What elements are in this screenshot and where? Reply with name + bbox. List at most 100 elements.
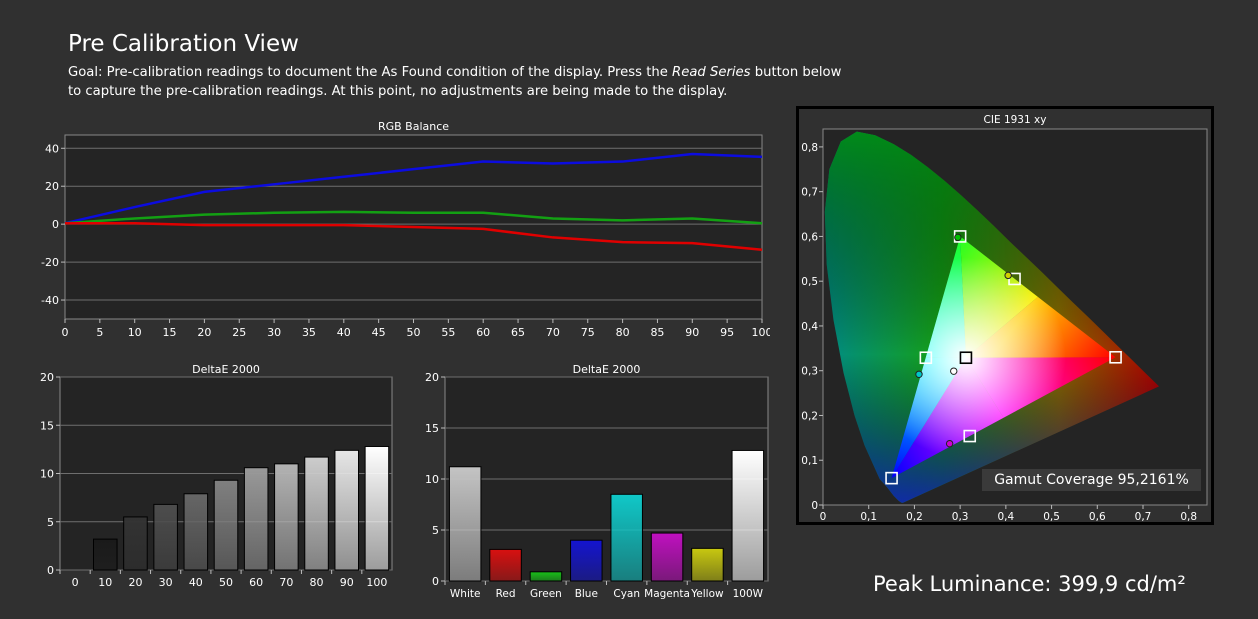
gray-x-tick-label: 80 xyxy=(310,576,324,589)
color-chart-title: DeltaE 2000 xyxy=(573,363,641,376)
color-x-tick-label: Green xyxy=(530,588,562,600)
cie-y-tick-label: 0,6 xyxy=(801,231,818,243)
cie-y-tick-label: 0,3 xyxy=(801,366,818,378)
rgb-y-tick-label: -20 xyxy=(41,256,59,269)
rgb-x-tick-label: 50 xyxy=(407,326,421,339)
color-bar xyxy=(529,571,563,582)
color-bar xyxy=(489,548,522,582)
gray-x-tick-label: 70 xyxy=(279,576,293,589)
color-bar xyxy=(691,547,724,582)
rgb-y-tick-label: 0 xyxy=(52,218,59,231)
cie-x-tick-label: 0,4 xyxy=(998,511,1015,522)
color-bar xyxy=(610,493,643,582)
cie-x-tick-label: 0,2 xyxy=(906,511,923,522)
read-series-emphasis: Read Series xyxy=(672,65,751,80)
rgb-x-tick-label: 0 xyxy=(62,326,69,339)
cie-y-tick-label: 0,5 xyxy=(801,276,818,288)
gray-y-tick-label: 20 xyxy=(40,371,54,384)
cie-x-tick-label: 0,8 xyxy=(1180,511,1197,522)
gray-x-tick-label: 0 xyxy=(72,576,79,589)
rgb-y-tick-label: -40 xyxy=(41,294,59,307)
gray-x-tick-label: 100 xyxy=(366,576,387,589)
rgb-x-tick-label: 80 xyxy=(616,326,630,339)
rgb-x-tick-label: 65 xyxy=(511,326,525,339)
gray-x-tick-label: 50 xyxy=(219,576,233,589)
cie-x-tick-label: 0,6 xyxy=(1089,511,1106,522)
grayscale-deltae-chart: DeltaE 2000 0 5 10 15 20 0 10 20 30 40 50 60 70 80 90 10… xyxy=(40,363,393,589)
rgb-y-tick-label: 40 xyxy=(45,142,59,155)
rgb-x-tick-label: 10 xyxy=(128,326,142,339)
rgb-x-tick-label: 20 xyxy=(197,326,211,339)
cie-target-white xyxy=(959,351,973,365)
rgb-x-tick-label: 55 xyxy=(441,326,455,339)
cie-y-tick-label: 0,4 xyxy=(801,321,818,333)
gray-chart-title: DeltaE 2000 xyxy=(192,363,260,376)
cie-x-tick-label: 0,7 xyxy=(1135,511,1152,522)
rgb-x-tick-label: 70 xyxy=(546,326,560,339)
color-y-tick-label: 20 xyxy=(425,371,439,384)
rgb-balance-chart: RGB Balance -40 -20 0 20 40 0 5 10 15 20 25 30 35 40 45… xyxy=(41,120,770,339)
gray-x-tick-label: 60 xyxy=(249,576,263,589)
cie-target-magenta xyxy=(963,429,977,443)
rgb-x-tick-label: 25 xyxy=(232,326,246,339)
rgb-series-line xyxy=(64,152,763,225)
color-bar xyxy=(448,466,482,582)
gray-bar xyxy=(153,503,178,571)
cie-y-tick-label: 0,8 xyxy=(801,142,818,154)
cie-measured-white xyxy=(950,367,958,375)
page-title: Pre Calibration View xyxy=(68,31,299,57)
gray-y-tick-label: 5 xyxy=(47,516,54,529)
gray-x-tick-label: 90 xyxy=(340,576,354,589)
cie-measured-yellow xyxy=(1004,271,1012,280)
gray-bar xyxy=(274,463,299,571)
color-x-tick-label: Magenta xyxy=(644,588,690,600)
cie-x-tick-label: 0,5 xyxy=(1043,511,1060,522)
rgb-x-tick-label: 75 xyxy=(581,326,595,339)
color-x-tick-label: Blue xyxy=(575,588,598,600)
gray-bar xyxy=(93,538,118,571)
color-deltae-chart: DeltaE 2000 0 5 10 15 20 White Red Green Blue Cyan… xyxy=(425,363,769,600)
rgb-x-tick-label: 95 xyxy=(720,326,734,339)
gamut-coverage-label: Gamut Coverage 95,2161% xyxy=(982,469,1201,491)
gray-y-tick-label: 0 xyxy=(47,564,54,577)
gray-x-tick-label: 40 xyxy=(189,576,203,589)
color-bar xyxy=(731,449,765,582)
color-y-tick-label: 10 xyxy=(425,473,439,486)
cie-target-cyan xyxy=(919,351,933,365)
rgb-x-tick-label: 60 xyxy=(476,326,490,339)
cie-y-tick-label: 0 xyxy=(811,500,818,512)
color-bar xyxy=(650,532,684,582)
color-x-tick-label: Cyan xyxy=(613,588,640,600)
rgb-x-tick-label: 15 xyxy=(163,326,177,339)
goal-text-suffix: button below to capture the pre-calibrat… xyxy=(68,65,842,99)
peak-luminance-label: Peak Luminance: 399,9 cd/m² xyxy=(873,572,1186,596)
gray-y-tick-label: 15 xyxy=(40,419,54,432)
cie-y-tick-label: 0,2 xyxy=(801,410,818,422)
color-x-tick-label: Yellow xyxy=(690,588,724,600)
color-y-tick-label: 5 xyxy=(432,524,439,537)
rgb-x-tick-label: 85 xyxy=(650,326,664,339)
color-x-tick-label: White xyxy=(450,588,481,600)
color-y-tick-label: 0 xyxy=(432,575,439,588)
cie-gamut-white-blend xyxy=(891,236,1116,479)
cie-target-red xyxy=(1109,350,1122,364)
goal-description: Goal: Pre-calibration readings to docume… xyxy=(68,63,848,101)
cie-x-tick-label: 0,1 xyxy=(860,511,877,522)
rgb-chart-title: RGB Balance xyxy=(378,120,449,133)
gray-bar xyxy=(243,467,269,571)
goal-text-prefix: Goal: Pre-calibration readings to docume… xyxy=(68,65,673,80)
rgb-x-tick-label: 90 xyxy=(685,326,699,339)
cie-measured-magenta xyxy=(945,439,954,448)
gray-bar xyxy=(123,516,148,571)
gray-bar xyxy=(304,456,329,571)
rgb-series-line xyxy=(64,210,763,225)
rgb-x-tick-label: 5 xyxy=(96,326,103,339)
gray-bar xyxy=(213,479,239,571)
gray-bar xyxy=(183,493,209,571)
gray-bar xyxy=(364,445,390,571)
gray-x-tick-label: 30 xyxy=(159,576,173,589)
gray-x-tick-label: 20 xyxy=(128,576,142,589)
cie-x-tick-label: 0 xyxy=(820,511,827,522)
cie-chart-panel: CIE 1931 xy 0 0,1 0,2 0,3 0,4 0,5 0,6 0,7 0,8 0 0,1… xyxy=(796,106,1214,525)
rgb-x-tick-label: 40 xyxy=(337,326,351,339)
